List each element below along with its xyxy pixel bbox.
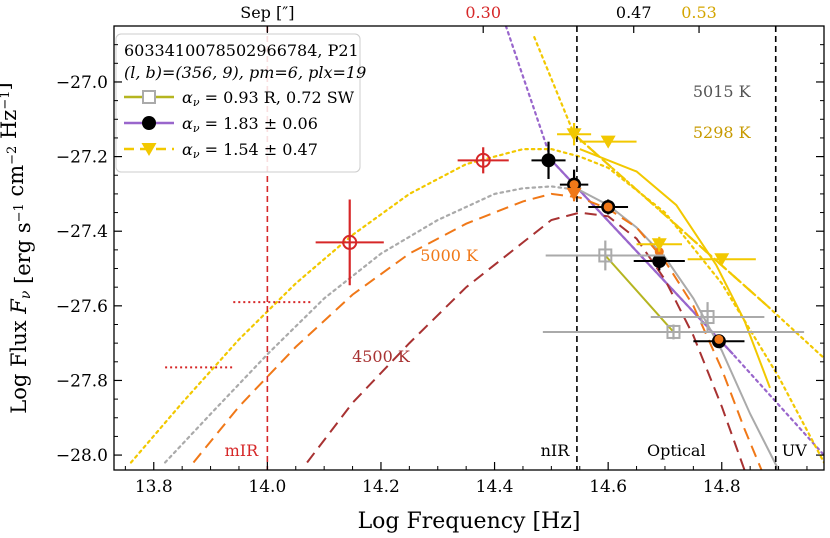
x-tick-label: 14.6	[589, 477, 627, 497]
top-axis-label: Sep [″]	[240, 3, 294, 22]
series-3	[569, 180, 724, 344]
band-label: nIR	[541, 441, 571, 460]
point-6-2	[650, 302, 765, 332]
line-0	[604, 254, 675, 333]
y-tick-label: −27.4	[56, 222, 108, 242]
legend-box	[115, 33, 361, 173]
x-tick-label: 13.8	[135, 477, 173, 497]
band-label-mir: mIR	[225, 441, 259, 460]
marker	[714, 253, 730, 267]
line-2	[504, 26, 824, 457]
data-points	[165, 123, 805, 369]
point-0-0	[315, 199, 384, 286]
curve-label: 5298 K	[693, 123, 752, 142]
legend-header-coords: (l, b)=(356, 9), pm=6, plx=19	[124, 63, 366, 82]
point-6-0	[545, 240, 665, 271]
marker	[569, 180, 579, 190]
y-tick-label: −27.8	[56, 371, 108, 391]
marker	[666, 324, 681, 339]
point-4-0	[566, 186, 582, 202]
x-tick-label: 14.0	[248, 477, 286, 497]
series-1	[165, 301, 313, 369]
y-tick-label: −27.2	[56, 148, 108, 168]
curve-label: 4500 K	[352, 347, 411, 366]
plot-frame	[113, 25, 825, 471]
band-label: UV	[782, 441, 807, 460]
top-tick-label: 0.30	[465, 3, 501, 22]
point-3-0	[569, 180, 579, 190]
marker	[541, 153, 556, 168]
marker	[566, 187, 582, 201]
point-5-3	[687, 253, 756, 267]
legend-marker	[142, 90, 156, 104]
line-4	[533, 36, 824, 360]
line-7	[164, 185, 581, 464]
marker	[652, 254, 667, 269]
marker	[598, 248, 613, 263]
x-tick-label: 14.2	[362, 477, 400, 497]
series-5	[557, 123, 756, 267]
legend-header-id: 6033410078502966784, P21	[124, 41, 359, 60]
marker	[600, 135, 616, 149]
marker	[342, 234, 358, 250]
curve-label: 5015 K	[693, 82, 752, 101]
legend-label: αν = 1.54 ± 0.47	[182, 140, 318, 161]
point-5-1	[579, 135, 637, 149]
marker	[700, 310, 715, 325]
y-axis-label: Log Flux Fν [erg s−1 cm−2 Hz−1]	[0, 82, 35, 414]
line-6	[129, 148, 824, 464]
band-label: Optical	[647, 441, 706, 460]
curve-label: 5000 K	[420, 246, 479, 265]
legend: 6033410078502966784, P21 (l, b)=(356, 9),…	[115, 33, 366, 173]
marker	[714, 334, 724, 344]
point-3-3	[714, 334, 724, 344]
legend-label: αν = 1.83 ± 0.06	[182, 114, 318, 135]
y-tick-label: −28.0	[56, 446, 108, 466]
x-tick-label: 14.8	[703, 477, 741, 497]
line-5	[579, 148, 771, 389]
x-tick-label: 14.4	[476, 477, 514, 497]
top-tick-label: 0.53	[681, 3, 717, 22]
series-0	[315, 147, 509, 286]
x-axis-label: Log Frequency [Hz]	[358, 509, 581, 534]
marker	[475, 152, 491, 168]
legend-label: αν = 0.93 R, 0.72 SW	[182, 88, 355, 109]
y-tick-label: −27.0	[56, 73, 108, 93]
legend-marker	[142, 116, 156, 130]
y-tick-label: −27.6	[56, 297, 108, 317]
point-3-1	[603, 202, 613, 212]
point-2-3	[633, 251, 685, 271]
legend-marker	[141, 143, 157, 156]
annotations: 5015 K 5298 K 5000 K 4500 K nIR Optical UV mIR	[225, 82, 808, 460]
series-6	[542, 240, 805, 340]
marker	[566, 128, 582, 142]
axes: 13.8 14.0 14.2 14.4 14.6 14.8 −28.0 −27.8 −27.6 −…	[0, 3, 825, 534]
point-0-1	[457, 147, 509, 174]
marker	[603, 202, 613, 212]
line-9	[192, 192, 763, 470]
line-10	[306, 211, 746, 470]
point-5-2	[636, 236, 682, 252]
point-2-0	[531, 141, 566, 179]
point-6-1	[542, 324, 805, 340]
marker	[651, 238, 667, 252]
point-5-0	[557, 123, 592, 146]
series-4	[566, 186, 582, 202]
top-tick-label: 0.47	[616, 3, 652, 22]
